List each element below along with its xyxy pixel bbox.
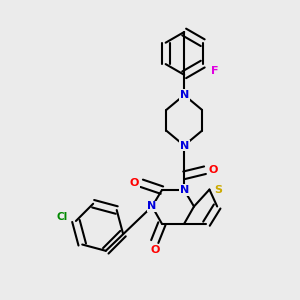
Text: N: N <box>180 185 189 195</box>
Text: O: O <box>130 178 139 188</box>
Text: F: F <box>211 66 218 76</box>
Text: N: N <box>148 202 157 212</box>
Text: N: N <box>180 140 189 151</box>
Text: O: O <box>208 165 218 175</box>
Text: N: N <box>180 90 189 100</box>
Text: O: O <box>150 245 159 255</box>
Text: S: S <box>214 184 222 194</box>
Text: Cl: Cl <box>56 212 68 222</box>
